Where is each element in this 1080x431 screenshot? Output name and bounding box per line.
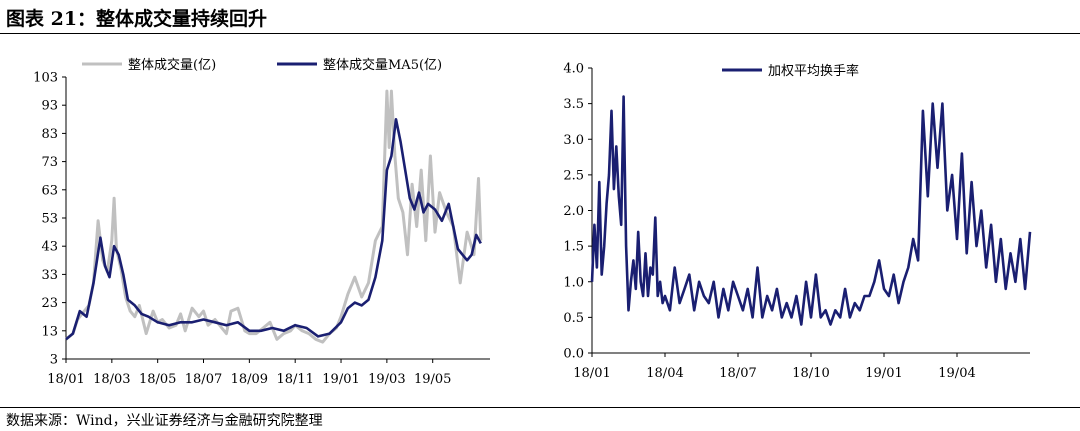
x-tick-label: 19/05 xyxy=(414,372,451,387)
y-tick-label: 3.0 xyxy=(563,133,584,148)
y-tick-label: 63 xyxy=(41,183,58,198)
legend-label: 整体成交量(亿) xyxy=(128,57,216,73)
y-tick-label: 83 xyxy=(41,127,58,142)
y-tick-label: 1.5 xyxy=(563,240,584,255)
x-tick-label: 19/01 xyxy=(865,366,902,381)
y-tick-label: 73 xyxy=(41,155,58,170)
x-tick-label: 18/05 xyxy=(139,372,176,387)
x-tick-label: 19/04 xyxy=(938,366,975,381)
y-tick-label: 3.5 xyxy=(563,97,584,112)
y-tick-label: 3 xyxy=(50,353,58,368)
x-tick-label: 18/04 xyxy=(646,366,683,381)
x-tick-label: 19/01 xyxy=(322,372,359,387)
x-tick-label: 18/09 xyxy=(231,372,268,387)
turnover-chart: 0.0 0.5 1.0 1.5 2.0 2.5 3.0 3.5 4.0 18/01 18/04 18/… xyxy=(563,62,1032,381)
y-tick-label: 4.0 xyxy=(563,62,584,77)
x-tick-label: 18/07 xyxy=(185,372,222,387)
x-tick-label: 19/03 xyxy=(368,372,405,387)
y-tick-label: 53 xyxy=(41,212,58,227)
title-rule xyxy=(0,33,1080,34)
figure-title: 图表 21：整体成交量持续回升 xyxy=(6,8,268,30)
y-tick-label: 93 xyxy=(41,99,58,114)
y-tick-label: 0.0 xyxy=(563,347,584,362)
y-tick-label: 13 xyxy=(41,324,58,339)
series-line-0 xyxy=(65,89,483,344)
x-tick-label: 18/11 xyxy=(276,372,313,387)
source-rule xyxy=(0,407,1080,408)
y-tick-label: 23 xyxy=(41,296,58,311)
x-tick-label: 18/01 xyxy=(573,366,610,381)
y-tick-label: 0.5 xyxy=(563,311,584,326)
volume-chart: 3 13 23 33 43 53 63 73 83 93 103 18/01 18/03 18/05 18/… xyxy=(33,57,490,387)
y-tick-label: 1.0 xyxy=(563,275,584,290)
y-tick-label: 33 xyxy=(41,268,58,283)
x-tick-label: 18/03 xyxy=(93,372,130,387)
y-tick-label: 103 xyxy=(33,71,58,86)
y-tick-label: 2.5 xyxy=(563,168,584,183)
x-tick-label: 18/07 xyxy=(719,366,756,381)
series-line-1 xyxy=(65,118,482,341)
y-tick-label: 2.0 xyxy=(563,204,584,219)
y-tick-label: 43 xyxy=(41,240,58,255)
legend-label: 整体成交量MA5(亿) xyxy=(323,57,442,73)
source-note: 数据来源：Wind，兴业证券经济与金融研究院整理 xyxy=(6,413,323,429)
series-line-0 xyxy=(590,95,1032,326)
x-tick-label: 18/01 xyxy=(47,372,84,387)
x-tick-label: 18/10 xyxy=(792,366,829,381)
legend-label: 加权平均换手率 xyxy=(768,63,859,79)
